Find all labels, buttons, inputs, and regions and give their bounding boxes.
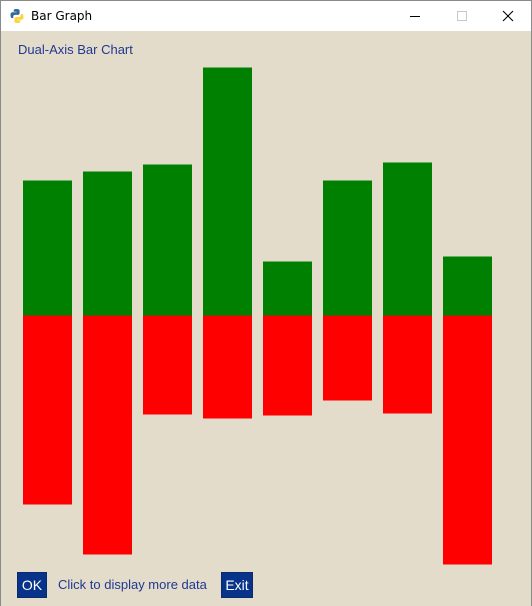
negative-bar-3 [143,315,192,415]
negative-bar-4 [203,315,252,419]
negative-bar-8 [443,315,492,565]
ok-button[interactable]: OK [17,572,47,598]
status-text: Click to display more data [58,577,207,592]
positive-bar-1 [23,180,72,316]
title-bar[interactable]: Bar Graph [1,1,531,31]
minimize-button[interactable] [392,1,438,31]
positive-bar-7 [383,162,432,316]
bar-chart [23,67,492,565]
positive-bar-3 [143,164,192,316]
negative-bar-2 [83,315,132,555]
close-icon [502,10,514,22]
minimize-icon [410,16,420,17]
positive-bar-2 [83,171,132,316]
exit-button[interactable]: Exit [221,572,253,598]
positive-bar-6 [323,180,372,316]
negative-bar-7 [383,315,432,414]
chart-title: Dual-Axis Bar Chart [18,42,133,57]
positive-bar-5 [263,261,312,316]
negative-bar-5 [263,315,312,416]
positive-bar-4 [203,67,252,316]
maximize-icon [457,11,467,21]
negative-bar-6 [323,315,372,401]
negative-bar-1 [23,315,72,505]
maximize-button[interactable] [439,1,485,31]
python-app-icon [10,9,24,23]
window-title: Bar Graph [31,9,93,23]
close-button[interactable] [485,1,531,31]
window-content: Dual-Axis Bar Chart OK Click to display … [1,31,531,606]
positive-bar-8 [443,256,492,316]
